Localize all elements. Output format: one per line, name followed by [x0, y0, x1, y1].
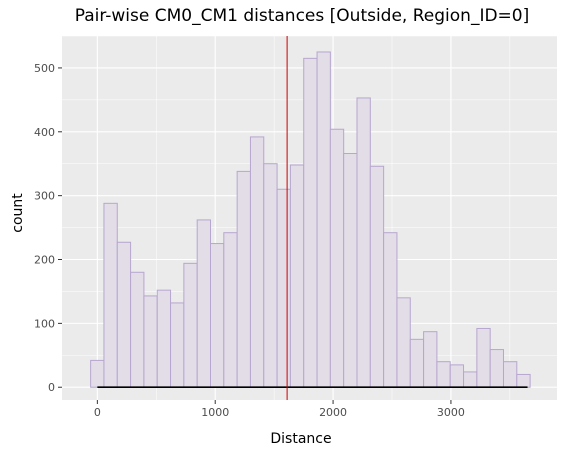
- x-axis-title: Distance: [270, 431, 331, 447]
- histogram-bar: [236, 170, 251, 388]
- histogram-bar: [303, 57, 318, 388]
- x-axis-ticks: 0 1000 2000 3000: [94, 400, 465, 419]
- histogram-bar: [423, 331, 438, 388]
- y-tick-label: 0: [48, 381, 55, 394]
- histogram-bar: [383, 232, 398, 388]
- histogram-bar: [409, 338, 425, 388]
- histogram-bar: [436, 361, 451, 388]
- y-tick-label: 200: [34, 254, 55, 267]
- x-tick-label: 0: [94, 406, 101, 419]
- histogram-bar: [449, 364, 465, 388]
- histogram-bar: [463, 371, 478, 388]
- histogram-bar: [143, 295, 158, 388]
- histogram-bar: [396, 297, 411, 388]
- histogram-bar: [90, 359, 105, 388]
- histogram-bar: [156, 289, 172, 388]
- histogram-bar: [476, 327, 491, 388]
- histogram-bar: [116, 241, 132, 388]
- histogram-bar: [130, 271, 145, 388]
- histogram-bar: [329, 128, 345, 388]
- y-axis-ticks: 0 100 200 300 400 500: [34, 62, 62, 394]
- y-tick-label: 400: [34, 126, 55, 139]
- histogram-bar: [489, 349, 504, 388]
- histogram-bar: [343, 153, 358, 388]
- histogram-bar: [516, 373, 531, 388]
- histogram-bar: [502, 361, 518, 388]
- chart-title: Pair-wise CM0_CM1 distances [Outside, Re…: [74, 6, 530, 26]
- y-axis-title: count: [10, 193, 26, 233]
- histogram-bar: [316, 51, 331, 388]
- histogram-bar: [183, 262, 198, 388]
- histogram-bar: [289, 164, 305, 388]
- y-tick-label: 100: [34, 317, 55, 330]
- histogram-bar: [223, 232, 238, 388]
- histogram-bar: [196, 219, 212, 388]
- histogram-bar: [369, 165, 385, 388]
- histogram-bar: [249, 136, 265, 388]
- histogram-bar: [356, 97, 371, 388]
- x-tick-label: 2000: [319, 406, 347, 419]
- y-tick-label: 500: [34, 62, 55, 75]
- histogram-bar: [103, 202, 118, 388]
- x-tick-label: 3000: [437, 406, 465, 419]
- y-tick-label: 300: [34, 190, 55, 203]
- histogram-bar: [170, 302, 185, 388]
- histogram-bar: [263, 163, 278, 388]
- histogram-bar: [210, 243, 225, 388]
- histogram-bar: [276, 188, 291, 388]
- x-tick-label: 1000: [201, 406, 229, 419]
